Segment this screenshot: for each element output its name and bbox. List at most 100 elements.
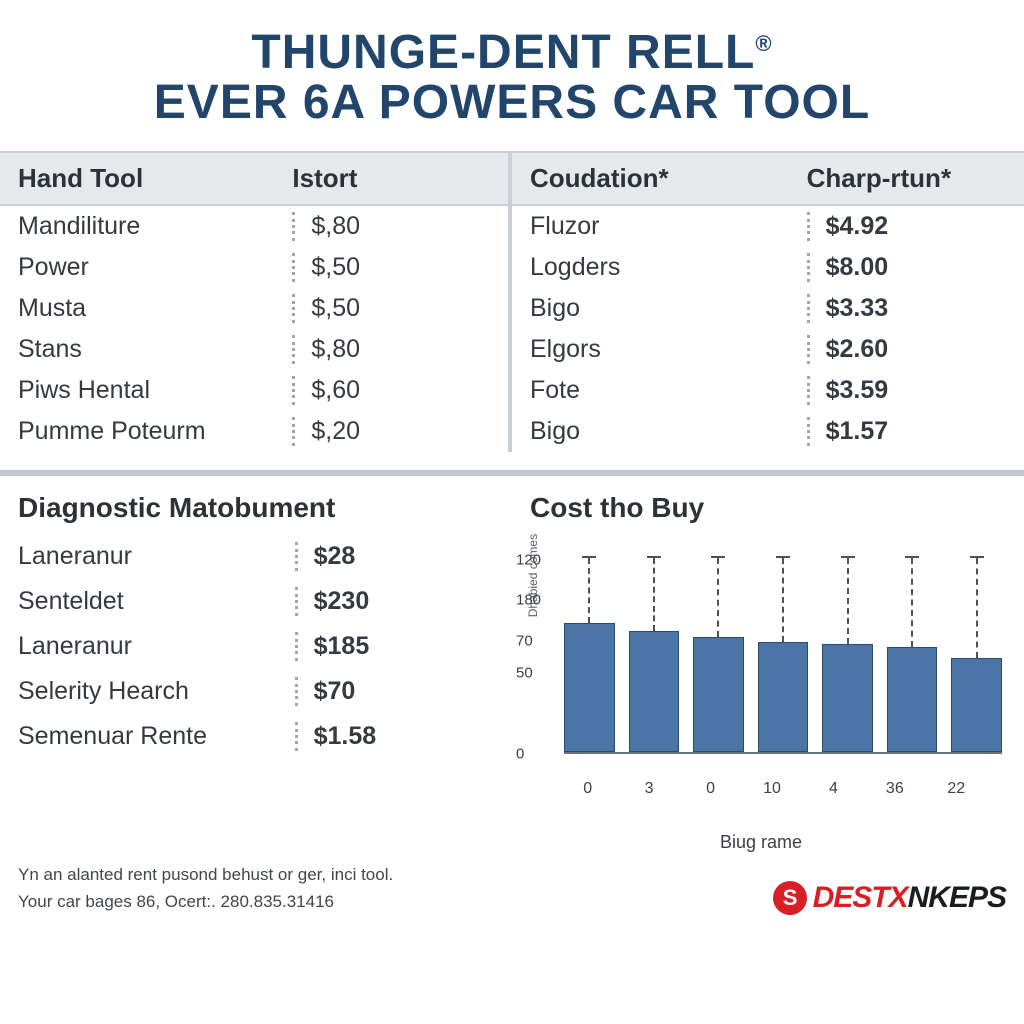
diagnostic-header: Diagnostic Matobument (0, 476, 512, 534)
registered-mark: ® (755, 31, 772, 56)
xtick: 22 (933, 780, 980, 798)
coudation-header: Coudation* Charp-rtun* (512, 151, 1024, 206)
chart-bars (564, 544, 1002, 754)
bar-column (629, 556, 680, 752)
row-label: Power (18, 253, 292, 282)
bar-column (758, 556, 809, 752)
row-label: Logders (530, 253, 807, 282)
whisker (588, 558, 590, 623)
cost-chart-section: Cost tho Buy Dhabied comes 12018070500 0… (512, 476, 1024, 853)
row-value: $,50 (292, 253, 508, 282)
lower-section: Diagnostic Matobument Laneranur$28Sentel… (0, 470, 1024, 853)
table-row: Fluzor$4.92 (512, 206, 1024, 247)
logo-text-red: DESTX (813, 881, 908, 915)
header-istort: Istort (292, 163, 508, 194)
title-line2: EVER 6A POWERS CAR TOOL (154, 76, 870, 129)
footnote-2: Your car bages 86, Ocert:. 280.835.31416 (18, 888, 393, 915)
row-label: Senteldet (18, 587, 295, 616)
table-row: Logders$8.00 (512, 247, 1024, 288)
row-label: Fote (530, 376, 807, 405)
bar (951, 658, 1002, 752)
row-value: $4.92 (807, 212, 1024, 241)
xtick: 0 (564, 780, 611, 798)
table-row: Laneranur$28 (0, 534, 512, 579)
row-value: $8.00 (807, 253, 1024, 282)
header-hand-tool: Hand Tool (18, 163, 292, 194)
bar (758, 642, 809, 752)
row-label: Pumme Poteurm (18, 417, 292, 446)
bar (629, 631, 680, 752)
row-label: Selerity Hearch (18, 677, 295, 706)
row-value: $1.58 (295, 722, 512, 751)
bar (693, 637, 744, 752)
header-charprtun: Charp-rtun* (807, 163, 1024, 194)
logo-mark-icon: S (773, 881, 807, 915)
header-coudation: Coudation* (530, 163, 807, 194)
row-value: $,80 (292, 335, 508, 364)
brand-logo: S DESTX NKEPS (773, 881, 1006, 915)
bar-column (887, 556, 938, 752)
row-label: Bigo (530, 294, 807, 323)
table-row: Power$,50 (0, 247, 508, 288)
row-label: Musta (18, 294, 292, 323)
xtick: 10 (748, 780, 795, 798)
row-value: $,60 (292, 376, 508, 405)
chart-header: Cost tho Buy (512, 476, 1024, 534)
diagnostic-table: Diagnostic Matobument Laneranur$28Sentel… (0, 476, 512, 853)
row-value: $,50 (292, 294, 508, 323)
table-row: Bigo$3.33 (512, 288, 1024, 329)
row-value: $3.33 (807, 294, 1024, 323)
table-row: Semenuar Rente$1.58 (0, 714, 512, 759)
whisker (976, 558, 978, 658)
row-label: Stans (18, 335, 292, 364)
bar-column (951, 556, 1002, 752)
xtick: 4 (810, 780, 857, 798)
row-value: $,20 (292, 417, 508, 446)
whisker (717, 558, 719, 637)
coudation-table: Coudation* Charp-rtun* Fluzor$4.92Logder… (512, 151, 1024, 452)
xtick: 36 (871, 780, 918, 798)
whisker (782, 558, 784, 642)
table-row: Bigo$1.57 (512, 411, 1024, 452)
whisker (653, 558, 655, 631)
row-value: $1.57 (807, 417, 1024, 446)
table-row: Senteldet$230 (0, 579, 512, 624)
xtick: 0 (687, 780, 734, 798)
row-value: $70 (295, 677, 512, 706)
row-value: $230 (295, 587, 512, 616)
table-row: Musta$,50 (0, 288, 508, 329)
row-label: Bigo (530, 417, 807, 446)
bar-column (822, 556, 873, 752)
table-row: Fote$3.59 (512, 370, 1024, 411)
bar-column (564, 556, 615, 752)
row-label: Laneranur (18, 542, 295, 571)
row-label: Laneranur (18, 632, 295, 661)
row-label: Fluzor (530, 212, 807, 241)
row-value: $28 (295, 542, 512, 571)
row-value: $3.59 (807, 376, 1024, 405)
footer: Yn an alanted rent pusond behust or ger,… (0, 861, 1024, 923)
table-row: Piws Hental$,60 (0, 370, 508, 411)
bar-chart: Dhabied comes 12018070500 (556, 544, 1002, 774)
row-label: Elgors (530, 335, 807, 364)
xaxis-label: Biug rame (520, 832, 1002, 853)
upper-tables: Hand Tool Istort Mandiliture$,80Power$,5… (0, 151, 1024, 452)
table-row: Mandiliture$,80 (0, 206, 508, 247)
table-row: Elgors$2.60 (512, 329, 1024, 370)
row-label: Piws Hental (18, 376, 292, 405)
title-line1: THUNGE-DENT RELL (251, 26, 755, 79)
table-row: Stans$,80 (0, 329, 508, 370)
hand-tool-table: Hand Tool Istort Mandiliture$,80Power$,5… (0, 151, 512, 452)
bar (564, 623, 615, 752)
row-value: $,80 (292, 212, 508, 241)
row-value: $2.60 (807, 335, 1024, 364)
bar (822, 644, 873, 752)
footnotes: Yn an alanted rent pusond behust or ger,… (18, 861, 393, 915)
bar (887, 647, 938, 752)
row-label: Mandiliture (18, 212, 292, 241)
xtick: 3 (625, 780, 672, 798)
bar-column (693, 556, 744, 752)
footnote-1: Yn an alanted rent pusond behust or ger,… (18, 861, 393, 888)
whisker (847, 558, 849, 644)
row-value: $185 (295, 632, 512, 661)
